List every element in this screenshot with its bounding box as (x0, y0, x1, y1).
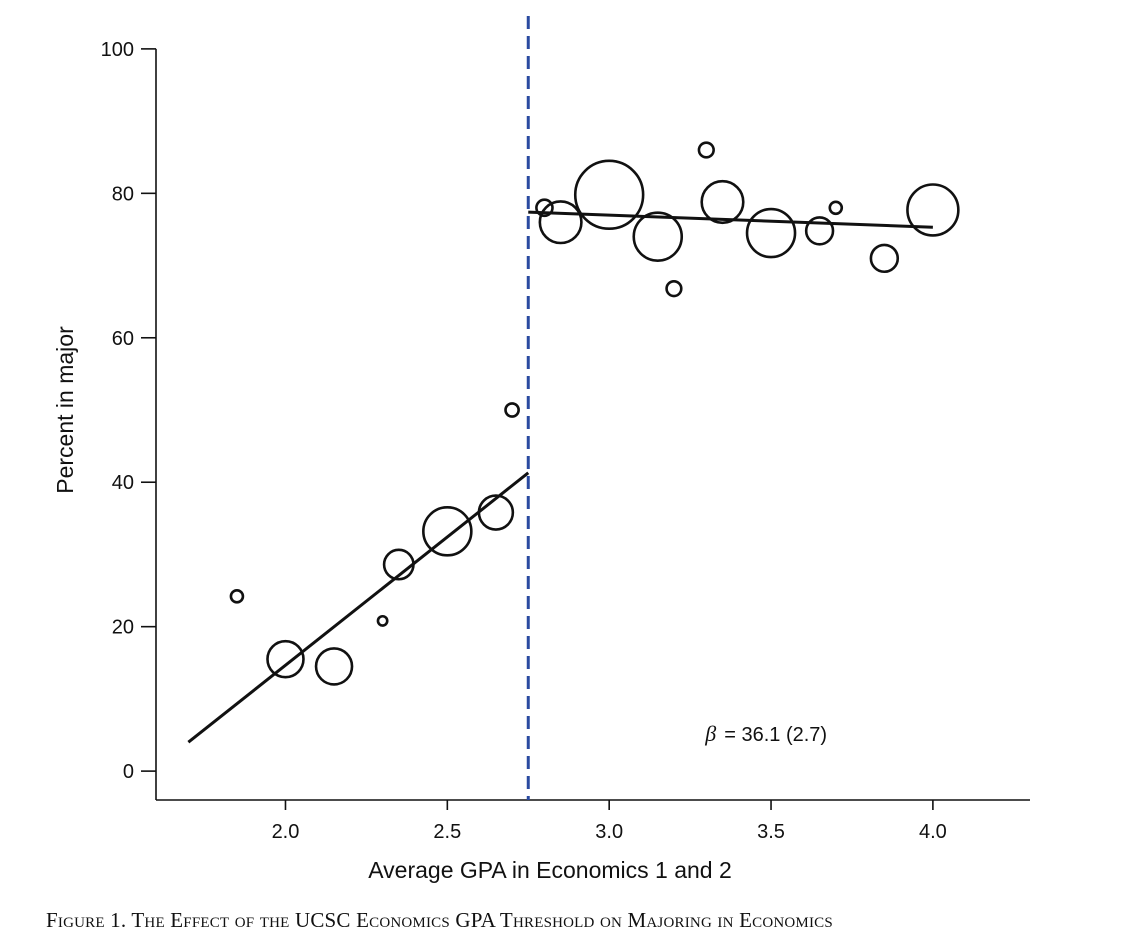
figure-caption: Figure 1. The Effect of the UCSC Economi… (46, 908, 833, 932)
y-tick-label: 100 (101, 39, 134, 61)
fit-line (528, 210, 933, 229)
y-tick-label: 40 (112, 472, 134, 494)
x-tick-label: 3.5 (757, 821, 785, 843)
data-point (535, 198, 554, 218)
data-point (504, 402, 520, 418)
data-point (477, 494, 515, 531)
beta-symbol: β (704, 721, 716, 746)
data-point (314, 647, 354, 686)
data-point (382, 548, 415, 581)
x-tick-label: 2.5 (433, 821, 461, 843)
y-tick-label: 60 (112, 328, 134, 350)
data-point (697, 141, 715, 159)
data-point (745, 207, 797, 259)
chart-canvas: 0 20 40 60 80 100 2.0 2.5 3.0 3.5 4.0 Average GPA… (52, 16, 1030, 883)
data-point (906, 183, 960, 237)
fit-lines (187, 210, 933, 744)
beta-value: = 36.1 (2.7) (724, 724, 827, 746)
data-point (804, 216, 835, 246)
x-tick-label: 2.0 (272, 821, 300, 843)
data-point (869, 243, 900, 274)
y-ticks: 0 20 40 60 80 100 (101, 39, 156, 783)
y-tick-label: 0 (123, 761, 134, 783)
x-ticks: 2.0 2.5 3.0 3.5 4.0 (272, 800, 947, 843)
data-point (828, 200, 844, 216)
data-point (665, 280, 683, 298)
data-point (573, 159, 645, 231)
beta-annotation: β = 36.1 (2.7) (704, 721, 827, 746)
data-points (229, 141, 960, 686)
data-point (422, 506, 473, 557)
data-point (538, 200, 583, 245)
data-point (266, 639, 305, 679)
y-axis-title: Percent in major (52, 326, 78, 494)
data-point (632, 211, 684, 262)
data-point (229, 589, 245, 604)
data-point (376, 614, 389, 627)
y-tick-label: 20 (112, 617, 134, 639)
fit-line (187, 471, 530, 744)
x-axis-title: Average GPA in Economics 1 and 2 (368, 857, 732, 883)
x-tick-label: 4.0 (919, 821, 947, 843)
y-tick-label: 80 (112, 183, 134, 205)
x-tick-label: 3.0 (595, 821, 623, 843)
axes (155, 48, 1030, 801)
data-point (700, 179, 745, 225)
